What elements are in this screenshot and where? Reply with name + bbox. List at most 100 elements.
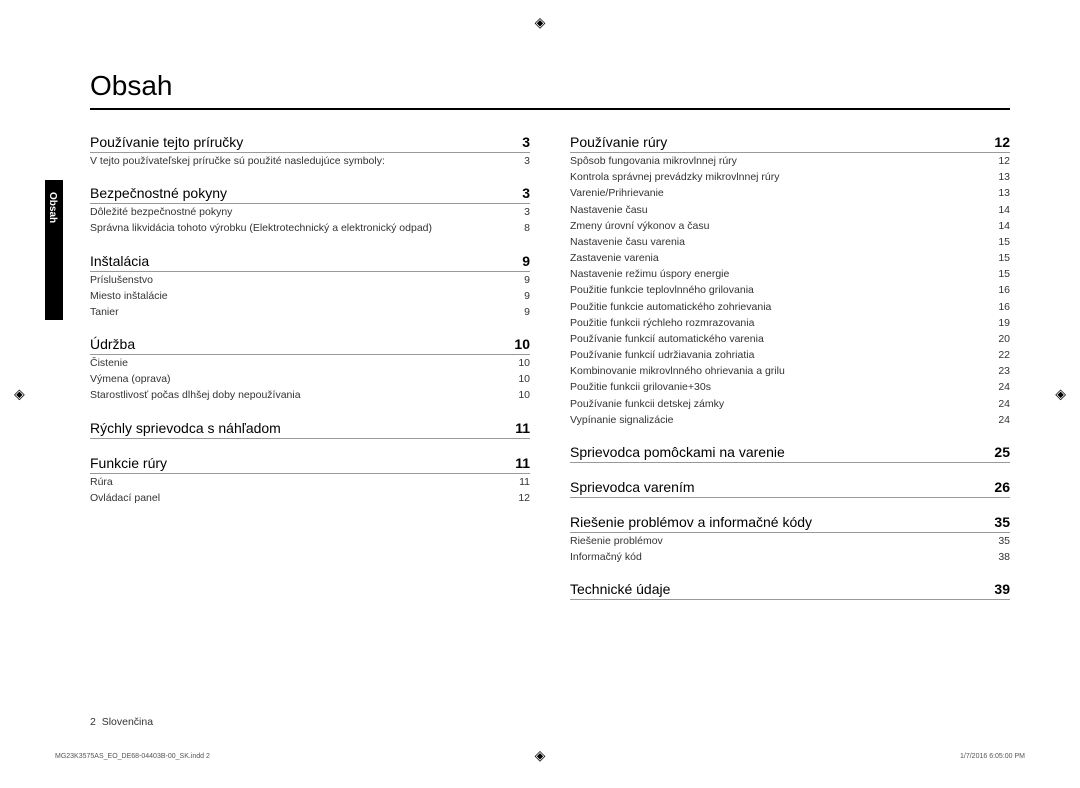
toc-section-row: Bezpečnostné pokyny3 [90, 181, 530, 204]
toc-section-row: Údržba 10 [90, 332, 530, 355]
toc-sub-page: 24 [998, 380, 1010, 394]
toc-sub-row: Spôsob fungovania mikrovlnnej rúry 12 [570, 153, 1010, 169]
toc-sub-row: Výmena (oprava) 10 [90, 371, 530, 387]
toc-section-page: 10 [514, 336, 530, 352]
toc-section-title: Riešenie problémov a informačné kódy [570, 514, 812, 530]
toc-sub-title: Použitie funkcii rýchleho rozmrazovania [570, 316, 754, 330]
toc-left-column: Používanie tejto príručky 3 V tejto použív… [90, 130, 530, 600]
toc-sub-title: Kombinovanie mikrovlnného ohrievania a g… [570, 364, 785, 378]
toc-sub-title: Používanie funkcií automatického varenia [570, 332, 764, 346]
toc-section-row: Technické údaje39 [570, 577, 1010, 600]
toc-sub-row: Nastavenie času 14 [570, 202, 1010, 218]
toc-columns: Používanie tejto príručky 3 V tejto použív… [90, 130, 1010, 600]
toc-sub-page: 24 [998, 397, 1010, 411]
toc-sub-title: Nastavenie času [570, 203, 648, 217]
toc-sub-title: Spôsob fungovania mikrovlnnej rúry [570, 154, 737, 168]
toc-sub-page: 19 [998, 316, 1010, 330]
toc-sub-row: Čistenie10 [90, 355, 530, 371]
toc-section-title: Údržba [90, 336, 135, 352]
page-content: Obsah Používanie tejto príručky 3 V tejto … [90, 70, 1010, 600]
toc-sub-row: Tanier9 [90, 304, 530, 320]
toc-sub-page: 23 [998, 364, 1010, 378]
toc-sub-row: Vypínanie signalizácie24 [570, 412, 1010, 428]
toc-sub-title: Nastavenie režimu úspory energie [570, 267, 729, 281]
toc-section-row: Používanie tejto príručky 3 [90, 130, 530, 153]
toc-sub-page: 15 [998, 251, 1010, 265]
toc-sub-page: 38 [998, 550, 1010, 564]
toc-sub-row: Informačný kód38 [570, 549, 1010, 565]
toc-sub-row: Dôležité bezpečnostné pokyny3 [90, 204, 530, 220]
toc-sub-title: Použitie funkcii grilovanie+30s [570, 380, 711, 394]
toc-sub-title: Kontrola správnej prevádzky mikrovlnnej … [570, 170, 780, 184]
toc-sub-page: 10 [518, 372, 530, 386]
toc-section-row: Rýchly sprievodca s náhľadom11 [90, 416, 530, 439]
print-meta-left: MG23K3575AS_EO_DE68-04403B-00_SK.indd 2 [55, 753, 210, 760]
toc-sub-title: Použitie funkcie teplovlnného grilovania [570, 283, 754, 297]
toc-sub-page: 9 [524, 273, 530, 287]
toc-sub-title: Tanier [90, 305, 119, 319]
toc-sub-row: Nastavenie režimu úspory energie 15 [570, 266, 1010, 282]
toc-sub-row: Použitie funkcii rýchleho rozmrazovania 1… [570, 315, 1010, 331]
toc-sub-title: Používanie funkcií udržiavania zohriatia [570, 348, 754, 362]
registration-mark-left: ◈ [14, 386, 25, 403]
toc-sub-row: Riešenie problémov35 [570, 533, 1010, 549]
toc-sub-page: 13 [998, 170, 1010, 184]
toc-sub-page: 9 [524, 289, 530, 303]
toc-sub-page: 15 [998, 267, 1010, 281]
toc-sub-row: Varenie/Prihrievanie 13 [570, 185, 1010, 201]
toc-sub-row: Použitie funkcii grilovanie+30s 24 [570, 379, 1010, 395]
toc-sub-title: Výmena (oprava) [90, 372, 171, 386]
registration-mark-right: ◈ [1055, 386, 1066, 403]
toc-section-row: Používanie rúry12 [570, 130, 1010, 153]
toc-sub-title: Ovládací panel [90, 491, 160, 505]
toc-sub-page: 24 [998, 413, 1010, 427]
toc-sub-page: 35 [998, 534, 1010, 548]
toc-section-row: Sprievodca pomôckami na varenie 25 [570, 440, 1010, 463]
toc-sub-page: 11 [519, 475, 530, 489]
toc-sub-title: Čistenie [90, 356, 128, 370]
toc-section-page: 12 [994, 134, 1010, 150]
toc-sub-page: 13 [998, 186, 1010, 200]
page-title: Obsah [90, 70, 1010, 110]
toc-sub-row: V tejto používateľskej príručke sú použi… [90, 153, 530, 169]
toc-sub-page: 12 [998, 154, 1010, 168]
toc-section-page: 25 [994, 444, 1010, 460]
toc-sub-row: Použitie funkcie teplovlnného grilovania… [570, 282, 1010, 298]
toc-section-page: 35 [994, 514, 1010, 530]
toc-sub-page: 14 [998, 203, 1010, 217]
toc-section-page: 3 [522, 134, 530, 150]
toc-sub-row: Starostlivosť počas dlhšej doby nepoužív… [90, 387, 530, 403]
toc-section-title: Inštalácia [90, 253, 149, 269]
toc-section-row: Sprievodca varením26 [570, 475, 1010, 498]
toc-section-row: Funkcie rúry11 [90, 451, 530, 474]
registration-mark-top: ◈ [535, 14, 546, 31]
toc-section-row: Inštalácia 9 [90, 249, 530, 272]
registration-mark-bottom: ◈ [535, 747, 546, 764]
toc-section-page: 11 [515, 455, 530, 471]
toc-sub-page: 3 [524, 205, 530, 219]
toc-section-title: Bezpečnostné pokyny [90, 185, 227, 201]
toc-sub-row: Používanie funkcií automatického varenia… [570, 331, 1010, 347]
toc-section-page: 9 [522, 253, 530, 269]
toc-sub-row: Nastavenie času varenia15 [570, 234, 1010, 250]
print-meta-right: 1/7/2016 6:05:00 PM [960, 753, 1025, 760]
toc-section-page: 39 [994, 581, 1010, 597]
toc-sub-page: 22 [998, 348, 1010, 362]
toc-sub-page: 8 [524, 221, 530, 235]
toc-section-title: Sprievodca pomôckami na varenie [570, 444, 785, 460]
toc-sub-row: Používanie funkcii detskej zámky24 [570, 396, 1010, 412]
page-language: Slovenčina [102, 716, 153, 728]
toc-sub-title: Zastavenie varenia [570, 251, 659, 265]
toc-section-page: 11 [515, 420, 530, 436]
page-footer: 2 Slovenčina [90, 716, 153, 728]
toc-right-column: Používanie rúry12Spôsob fungovania mikro… [570, 130, 1010, 600]
toc-sub-title: Správna likvidácia tohoto výrobku (Elekt… [90, 221, 432, 235]
toc-sub-title: Miesto inštalácie [90, 289, 168, 303]
toc-sub-page: 15 [998, 235, 1010, 249]
toc-sub-row: Kombinovanie mikrovlnného ohrievania a g… [570, 363, 1010, 379]
toc-sub-page: 16 [998, 300, 1010, 314]
toc-sub-title: Varenie/Prihrievanie [570, 186, 664, 200]
toc-section-title: Používanie tejto príručky [90, 134, 243, 150]
toc-sub-page: 14 [998, 219, 1010, 233]
toc-section-page: 26 [994, 479, 1010, 495]
